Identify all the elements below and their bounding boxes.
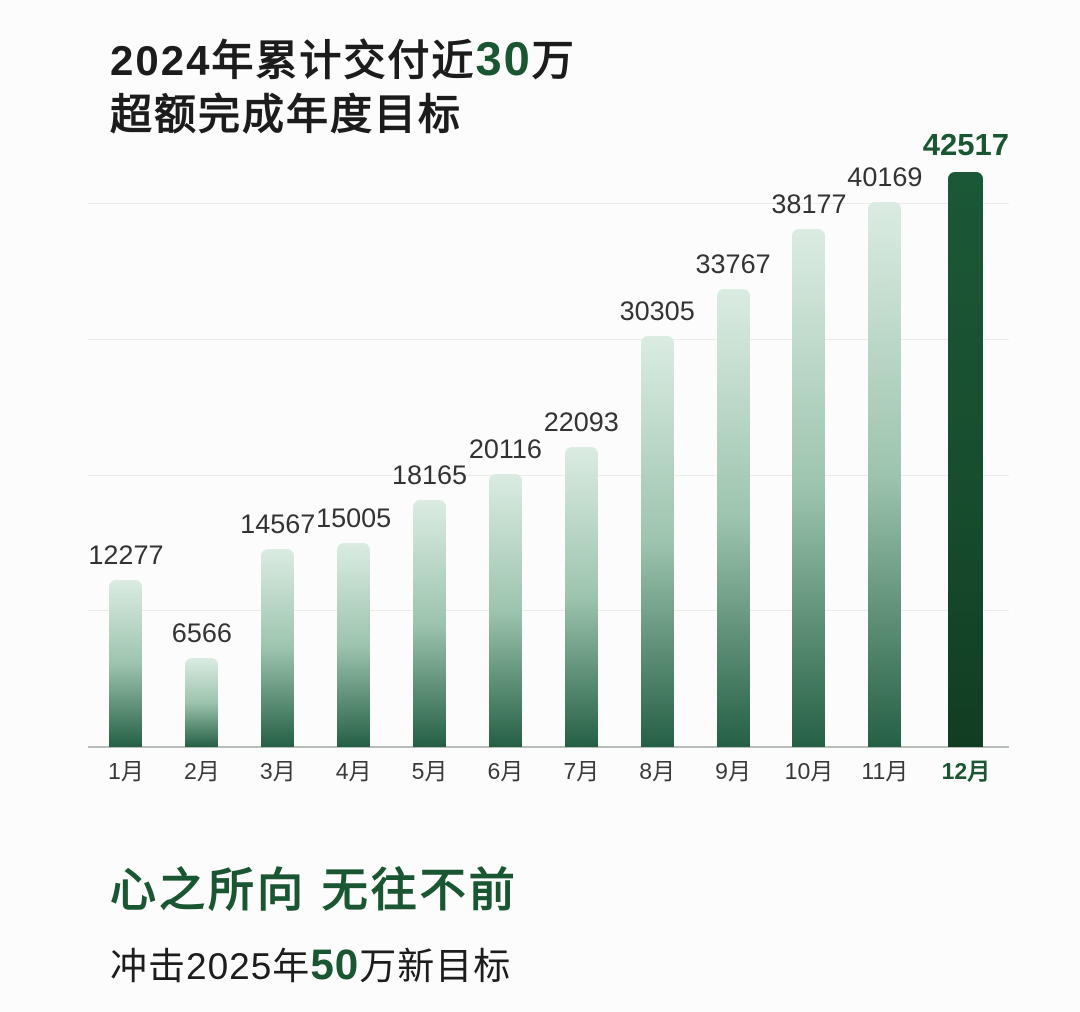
delivery-bar [261, 549, 295, 747]
title-highlight-number: 30 [475, 32, 532, 85]
month-label: 4月 [335, 758, 372, 784]
bar-group-11月: 40169 11月 [847, 127, 923, 784]
delivery-bar-highlight [948, 172, 984, 747]
gridline [88, 474, 1009, 476]
x-axis-baseline [88, 746, 1009, 748]
bar-value-label: 20116 [468, 434, 542, 464]
delivery-bar-chart: 12277 1月 6566 2月 14567 3月 15005 4月 18165 5月 20116 6… [88, 127, 1010, 784]
bar-value-label: 33767 [695, 249, 771, 279]
month-label: 2月 [183, 758, 220, 784]
bar-group-10月: 38177 10月 [771, 127, 847, 784]
month-label: 8月 [639, 758, 676, 784]
delivery-bar [564, 447, 598, 747]
title-prefix: 2024年累计交付近 [110, 37, 476, 84]
month-label: 5月 [411, 758, 448, 784]
month-label: 11月 [861, 758, 909, 784]
poster-footer: 心之所向 无往不前 冲击2025年50万新目标 [110, 854, 518, 990]
bar-value-label: 18165 [391, 460, 468, 490]
bar-value-label: 38177 [771, 189, 847, 219]
bar-group-4月: 15005 4月 [316, 127, 392, 784]
delivery-bar [640, 336, 674, 747]
poster-subtitle: 超额完成年度目标 [110, 91, 463, 138]
footer-headline: 心之所向 无往不前 [110, 864, 518, 916]
bar-group-3月: 14567 3月 [240, 127, 316, 784]
month-label: 3月 [259, 758, 296, 784]
delivery-bar [716, 289, 750, 747]
poster-title: 2024年累计交付近30万 [110, 32, 576, 88]
bar-group-9月: 33767 9月 [695, 127, 771, 784]
bar-group-6月: 20116 6月 [467, 127, 543, 784]
bar-value-label: 14567 [240, 509, 316, 539]
month-label: 7月 [563, 758, 600, 784]
gridline [88, 610, 1009, 612]
month-label: 1月 [108, 758, 144, 784]
bar-group-12月: 42517 12月 [922, 127, 1010, 784]
bar-value-label: 12277 [88, 540, 164, 570]
title-suffix: 万 [531, 37, 576, 84]
bar-value-label: 22093 [543, 407, 619, 437]
delivery-bar [488, 474, 522, 747]
month-label: 6月 [487, 758, 524, 784]
delivery-bar [185, 658, 219, 747]
subline-suffix: 万新目标 [359, 946, 512, 987]
delivery-bar [868, 202, 902, 747]
delivery-bar [337, 543, 371, 747]
delivery-bar [792, 229, 826, 747]
bar-group-8月: 30305 8月 [619, 127, 695, 784]
bar-value-label: 6566 [171, 618, 232, 648]
bar-group-1月: 12277 1月 [88, 127, 164, 784]
bar-group-5月: 18165 5月 [391, 127, 468, 784]
footer-subline: 冲击2025年50万新目标 [110, 936, 518, 990]
month-label: 10月 [784, 758, 834, 784]
month-label: 12月 [941, 758, 991, 784]
subline-highlight-number: 50 [310, 941, 360, 988]
bar-value-label: 30305 [619, 296, 695, 326]
subline-prefix: 冲击2025年 [110, 946, 311, 987]
bars: 12277 1月 6566 2月 14567 3月 15005 4月 18165 5月 20116 6… [88, 127, 1010, 784]
delivery-bar [109, 580, 143, 747]
month-label: 9月 [715, 758, 751, 784]
bar-group-7月: 22093 7月 [543, 127, 619, 784]
bar-value-label: 42517 [922, 127, 1010, 162]
bar-value-label: 40169 [847, 162, 923, 192]
gridline [88, 338, 1009, 340]
bar-group-2月: 6566 2月 [164, 127, 240, 784]
bar-value-label: 15005 [316, 503, 392, 533]
poster-header: 2024年累计交付近30万 超额完成年度目标 [110, 32, 576, 142]
delivery-bar [413, 500, 446, 747]
gridline [88, 203, 1009, 205]
